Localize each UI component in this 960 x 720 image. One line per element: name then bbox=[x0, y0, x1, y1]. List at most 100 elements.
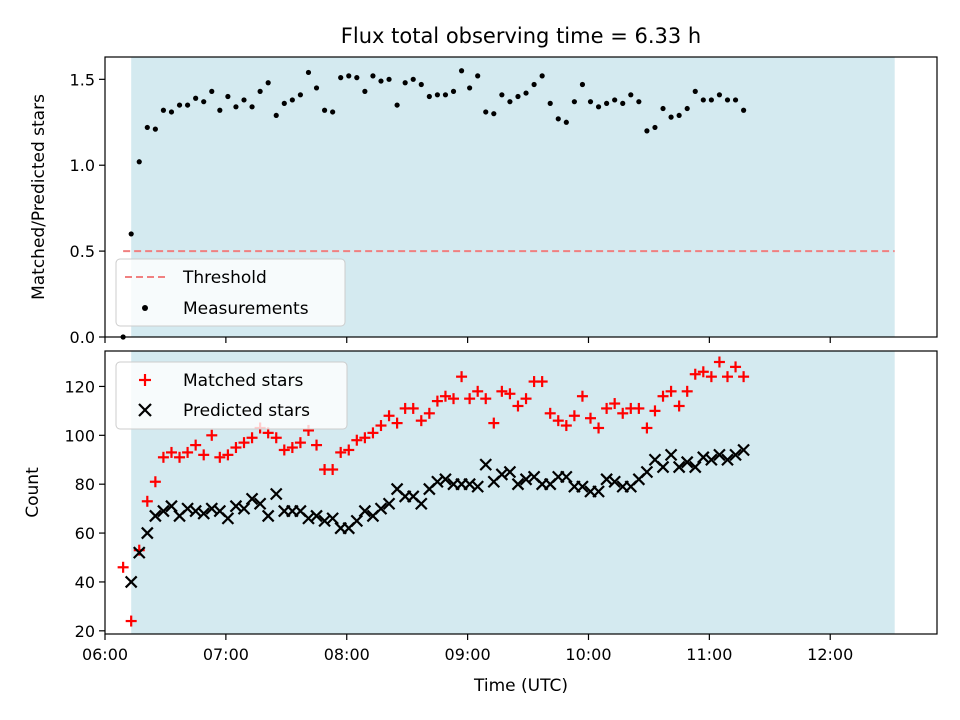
predicted-star-point bbox=[439, 473, 452, 486]
measurement-point bbox=[321, 107, 328, 113]
matched-star-point bbox=[568, 410, 580, 422]
count-y-ticks: 20 40 60 80 100 120 bbox=[64, 377, 105, 641]
measurement-point bbox=[160, 107, 167, 113]
matched-star-point bbox=[222, 449, 234, 461]
measurement-point bbox=[483, 109, 489, 115]
predicted-star-point bbox=[680, 455, 694, 469]
measurement-point bbox=[168, 109, 175, 115]
measurement-point bbox=[563, 119, 569, 125]
predicted-star-point bbox=[640, 465, 654, 479]
matched-star-point bbox=[601, 402, 613, 414]
y-tick-label: 1.0 bbox=[70, 156, 95, 175]
matched-star-point bbox=[512, 400, 524, 412]
matched-star-point bbox=[633, 402, 645, 414]
predicted-star-point bbox=[672, 460, 686, 474]
measurement-point bbox=[370, 73, 376, 79]
measurement-point bbox=[499, 92, 505, 98]
matched-star-point bbox=[657, 390, 669, 402]
predicted-star-point bbox=[221, 512, 235, 525]
measurement-point bbox=[523, 90, 529, 96]
matched-star-point bbox=[149, 476, 161, 488]
matched-star-point bbox=[536, 376, 548, 388]
predicted-star-point bbox=[269, 487, 283, 501]
measurement-point bbox=[700, 97, 706, 103]
matched-star-point bbox=[238, 437, 250, 449]
matched-star-point bbox=[359, 432, 371, 444]
y-tick-label: 0.5 bbox=[70, 242, 95, 261]
predicted-stars-series bbox=[124, 443, 750, 589]
predicted-star-point bbox=[656, 460, 670, 474]
predicted-star-point bbox=[713, 448, 726, 462]
measurement-point bbox=[201, 99, 207, 105]
y-tick-label: 60 bbox=[75, 524, 95, 543]
matched-star-point bbox=[544, 407, 556, 419]
matched-star-point bbox=[423, 407, 435, 419]
x-tick-label: 08:00 bbox=[324, 645, 370, 664]
legend-matched-label: Matched stars bbox=[183, 371, 303, 391]
measurement-point bbox=[418, 81, 424, 88]
predicted-star-point bbox=[374, 502, 388, 515]
matched-star-point bbox=[294, 437, 306, 449]
measurement-point bbox=[394, 102, 400, 108]
predicted-star-point bbox=[600, 473, 613, 486]
predicted-star-point bbox=[479, 458, 493, 471]
matched-star-point bbox=[681, 385, 693, 397]
x-tick-label: 09:00 bbox=[445, 645, 491, 664]
legend-measurements-label: Measurements bbox=[183, 299, 309, 319]
predicted-star-point bbox=[181, 502, 194, 515]
matched-star-point bbox=[198, 449, 210, 461]
predicted-star-point bbox=[560, 470, 573, 484]
measurement-point bbox=[612, 97, 618, 103]
measurement-point bbox=[241, 97, 247, 103]
matched-star-point bbox=[335, 446, 347, 458]
matched-star-point bbox=[278, 444, 290, 456]
measurement-point bbox=[330, 109, 336, 115]
predicted-star-point bbox=[511, 477, 525, 491]
predicted-star-point bbox=[189, 504, 202, 518]
matched-star-point bbox=[713, 356, 725, 368]
predicted-star-point bbox=[205, 502, 219, 515]
matched-star-point bbox=[270, 432, 282, 444]
matched-star-point bbox=[246, 432, 258, 444]
measurement-point bbox=[273, 112, 279, 119]
measurement-point bbox=[652, 124, 658, 131]
y-tick-label: 20 bbox=[75, 622, 95, 641]
measurement-point bbox=[265, 80, 271, 86]
measurement-point bbox=[289, 97, 295, 103]
measurement-point bbox=[434, 92, 440, 98]
x-tick-label: 06:00 bbox=[82, 645, 128, 664]
matched-star-point bbox=[439, 390, 451, 402]
matched-star-point bbox=[383, 410, 395, 422]
measurement-point bbox=[257, 88, 263, 94]
matched-star-point bbox=[343, 444, 355, 456]
measurement-point bbox=[628, 92, 634, 98]
measurement-point bbox=[144, 124, 150, 131]
predicted-star-point bbox=[261, 509, 275, 523]
measurements-series bbox=[120, 68, 747, 340]
measurement-point bbox=[539, 73, 545, 79]
measurement-point bbox=[346, 73, 352, 79]
measurement-point bbox=[475, 73, 481, 79]
y-tick-label: 40 bbox=[75, 573, 95, 592]
matched-star-point bbox=[165, 446, 177, 458]
legend-plus-marker bbox=[139, 374, 151, 386]
count-legend: Matched stars Predicted stars bbox=[115, 361, 348, 430]
matched-star-point bbox=[230, 442, 242, 454]
predicted-star-point bbox=[576, 480, 589, 493]
measurement-point bbox=[402, 80, 408, 86]
x-tick-label: 10:00 bbox=[565, 645, 611, 664]
measurement-point bbox=[684, 105, 690, 112]
measurement-point bbox=[692, 88, 698, 94]
predicted-star-point bbox=[245, 492, 259, 506]
matched-star-point bbox=[456, 371, 468, 383]
matched-star-point bbox=[689, 368, 701, 380]
measurement-point bbox=[741, 107, 747, 113]
x-tick-label: 12:00 bbox=[807, 645, 853, 664]
matched-star-point bbox=[617, 407, 629, 419]
predicted-star-point bbox=[729, 448, 742, 462]
measurement-point bbox=[450, 88, 457, 94]
predicted-star-point bbox=[165, 499, 178, 513]
predicted-star-point bbox=[737, 443, 750, 457]
legend-matched-swatch bbox=[139, 374, 151, 386]
matched-star-point bbox=[552, 415, 564, 427]
